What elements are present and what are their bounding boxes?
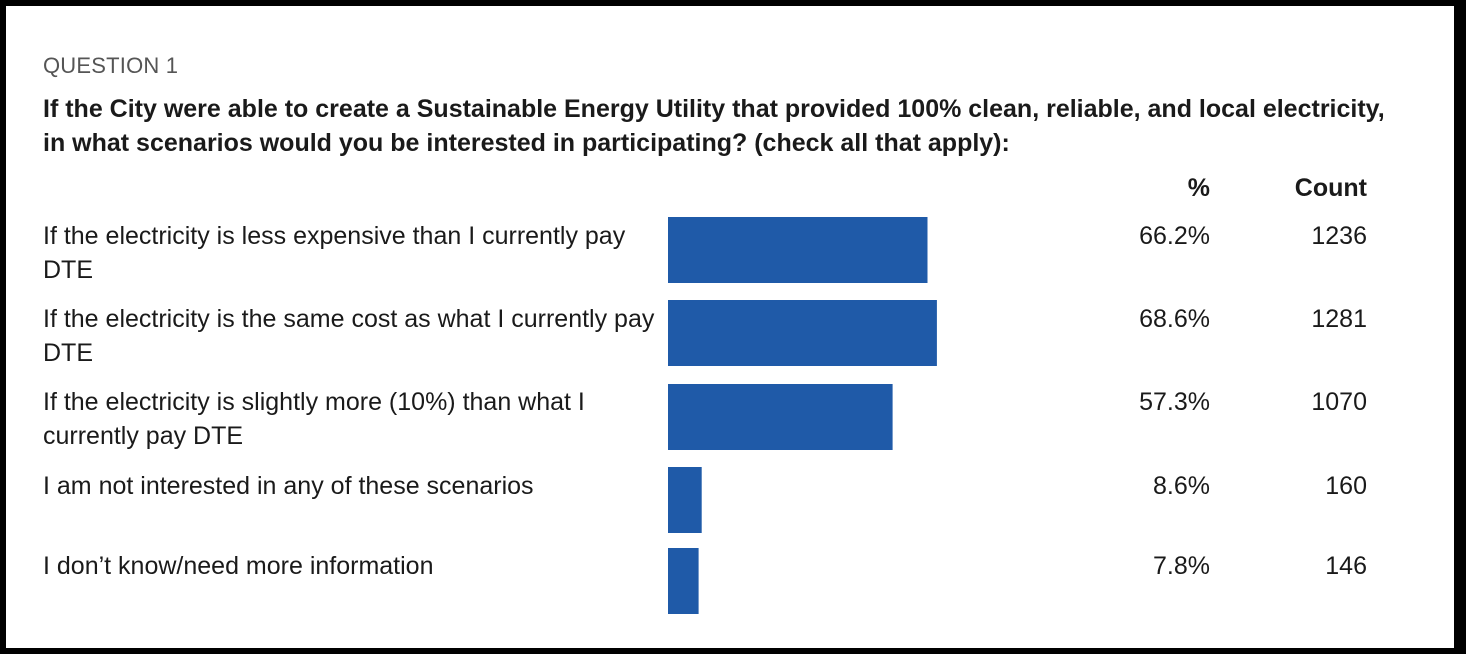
question-text: If the City were able to create a Sustai… [43, 95, 1385, 157]
category-label: If the electricity is the same cost as w… [43, 305, 655, 367]
percent-value: 57.3% [1139, 388, 1210, 416]
percent-column-header: % [1187, 174, 1210, 202]
percent-value: 8.6% [1153, 472, 1210, 500]
percent-value: 7.8% [1153, 552, 1210, 580]
question-number: QUESTION 1 [43, 53, 179, 78]
count-value: 146 [1325, 552, 1367, 580]
count-column-header: Count [1294, 174, 1367, 202]
percent-value: 66.2% [1139, 222, 1210, 250]
percent-value: 68.6% [1139, 305, 1210, 333]
category-label: If the electricity is less expensive tha… [43, 222, 626, 284]
count-value: 1281 [1311, 305, 1367, 333]
category-label: I don’t know/need more information [43, 552, 434, 580]
count-value: 160 [1325, 472, 1367, 500]
category-label: If the electricity is slightly more (10%… [43, 388, 585, 450]
category-label: I am not interested in any of these scen… [43, 472, 534, 500]
count-value: 1236 [1311, 222, 1367, 250]
count-value: 1070 [1311, 388, 1367, 416]
